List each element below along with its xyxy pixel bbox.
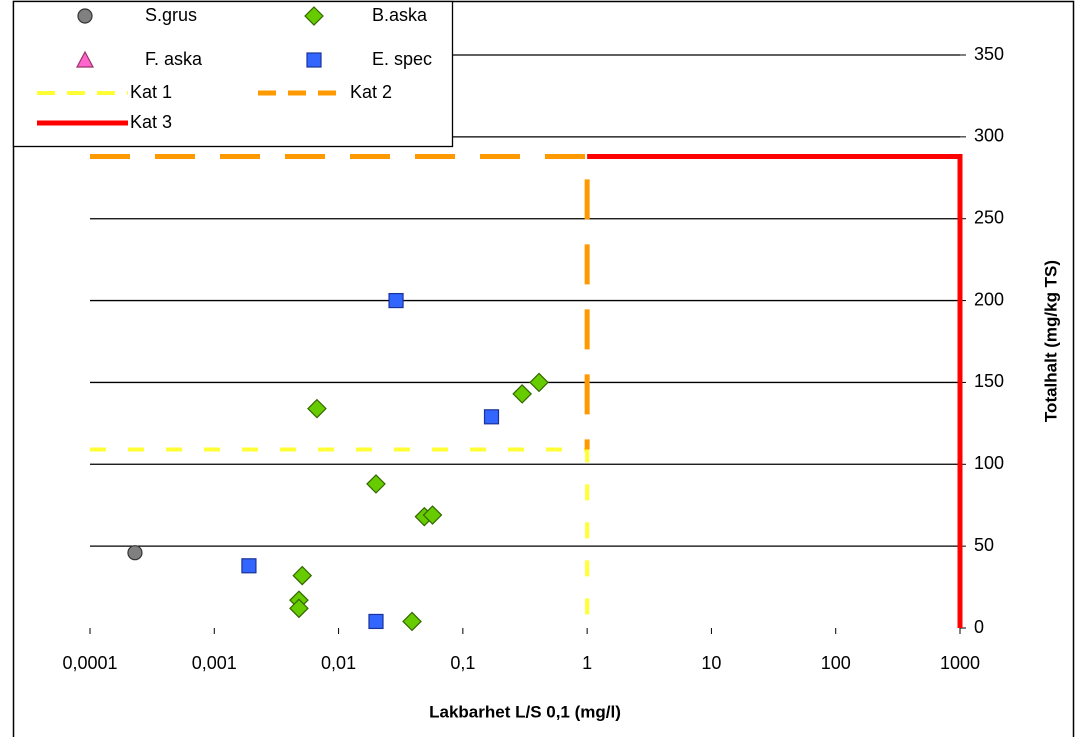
x-tick-label: 0,01 xyxy=(321,653,356,673)
point xyxy=(388,292,404,309)
point xyxy=(77,8,93,24)
point xyxy=(483,409,500,425)
legend-label: Kat 2 xyxy=(350,82,392,102)
legend-label: F. aska xyxy=(145,49,203,69)
y-tick-label: 100 xyxy=(974,453,1004,473)
legend-label: B.aska xyxy=(372,5,428,25)
chart-frame xyxy=(12,0,1075,737)
x-tick-label: 0,0001 xyxy=(62,653,117,673)
point xyxy=(304,6,324,26)
threshold-line xyxy=(90,447,590,628)
point xyxy=(368,613,384,630)
y-axis-title: Totalhalt (mg/kg TS) xyxy=(1041,260,1060,422)
x-tick-label: 0,001 xyxy=(192,653,237,673)
x-tick-label: 1000 xyxy=(940,653,980,673)
x-axis-title: Lakbarhet L/S 0,1 (mg/l) xyxy=(429,702,621,721)
y-tick-label: 300 xyxy=(974,126,1004,146)
point xyxy=(529,372,549,393)
legend-label: E. spec xyxy=(372,49,432,69)
point xyxy=(422,505,443,525)
legend: S.grus B.aska F. aska E. spec Kat 1 Kat 2 Kat … xyxy=(12,0,454,148)
legend-label: Kat 3 xyxy=(130,112,172,132)
point xyxy=(512,384,533,404)
threshold-line xyxy=(90,154,590,450)
point xyxy=(402,611,422,632)
threshold-line xyxy=(587,154,963,628)
point xyxy=(127,545,143,561)
point xyxy=(306,52,322,68)
point xyxy=(307,398,327,419)
point xyxy=(366,474,386,494)
x-tick-label: 1 xyxy=(582,653,592,673)
y-tick-label: 150 xyxy=(974,371,1004,391)
x-tick-label: 100 xyxy=(821,653,851,673)
y-tick-label: 50 xyxy=(974,535,994,555)
y-tick-label: 250 xyxy=(974,207,1004,227)
point xyxy=(76,50,94,68)
y-tick-label: 0 xyxy=(974,617,984,637)
y-tick-label: 350 xyxy=(974,44,1004,64)
x-tick-label: 10 xyxy=(701,653,721,673)
legend-label: Kat 1 xyxy=(130,82,172,102)
y-tick-label: 200 xyxy=(974,289,1004,309)
x-tick-label: 0,1 xyxy=(450,653,475,673)
point xyxy=(241,558,257,574)
legend-label: S.grus xyxy=(145,5,197,25)
point xyxy=(292,565,313,586)
point xyxy=(289,598,309,619)
